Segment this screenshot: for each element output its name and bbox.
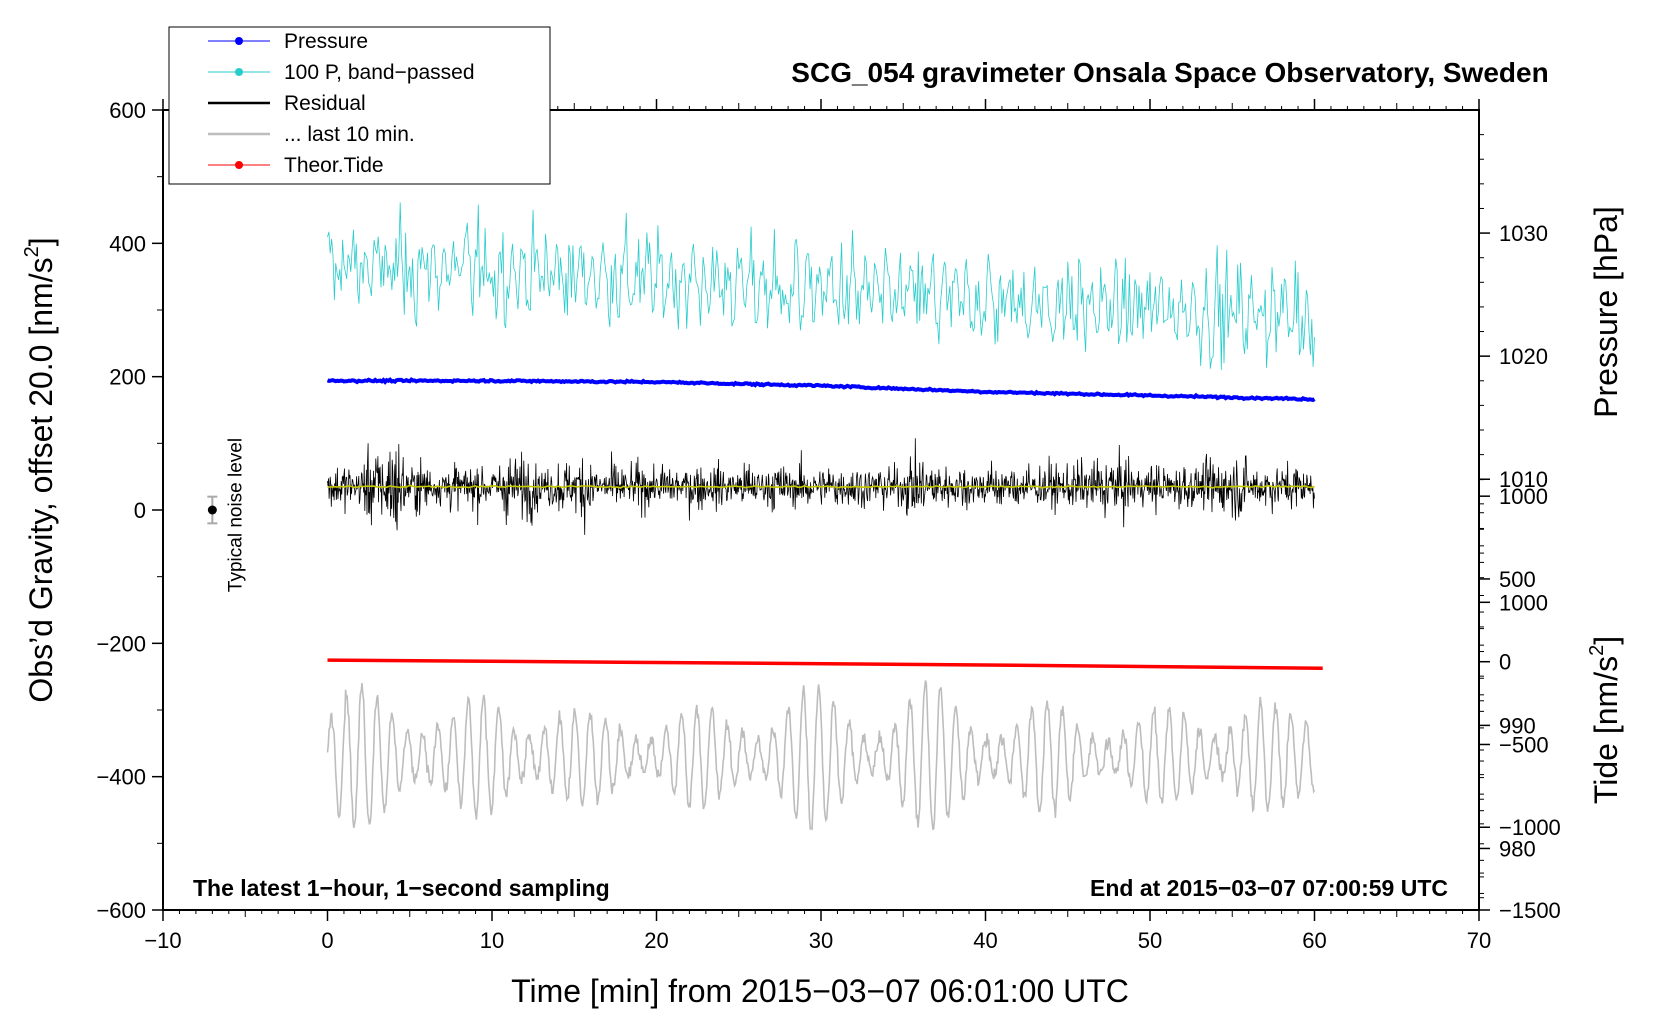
y-tick-label: 600	[109, 98, 146, 123]
legend-entry-pressure: Pressure	[208, 30, 368, 53]
y-tick-label: −200	[96, 631, 146, 656]
x-tick-label: 20	[644, 928, 668, 953]
tide-tick-label: 1000	[1499, 484, 1548, 509]
x-tick-label: 70	[1467, 928, 1491, 953]
svg-text:... last 10 min.: ... last 10 min.	[284, 123, 415, 146]
legend: Pressure 100 P, band−passed Residual ...…	[168, 26, 551, 185]
noise-point	[207, 505, 217, 515]
svg-text:Pressure: Pressure	[284, 30, 368, 53]
x-tick-label: 60	[1302, 928, 1326, 953]
legend-entry-last-10-min: ... last 10 min.	[208, 123, 415, 146]
y-tick-label: 200	[109, 365, 146, 390]
noise-level-label: Typical noise level	[225, 438, 246, 592]
series-pressure	[326, 377, 1316, 403]
tide-tick-label: −1000	[1499, 815, 1561, 840]
x-tick-label: 10	[480, 928, 504, 953]
y-tick-label: 0	[134, 498, 146, 523]
tide-tick-label: −500	[1499, 732, 1549, 757]
legend-entry-theor-tide: Theor.Tide	[208, 154, 384, 177]
y-tick-label: −400	[96, 765, 146, 790]
sampling-note: The latest 1−hour, 1−second sampling	[193, 875, 610, 901]
noise-level-marker: Typical noise level	[207, 438, 246, 592]
pressure-tick-label: 1010	[1499, 467, 1548, 492]
svg-text:Theor.Tide: Theor.Tide	[284, 154, 384, 177]
tide-tick-label: 0	[1499, 650, 1511, 675]
end-time-note: End at 2015−03−07 07:00:59 UTC	[1090, 875, 1448, 901]
chart-title: SCG_054 gravimeter Onsala Space Observat…	[791, 57, 1548, 88]
series-smoothed-residual	[327, 484, 1315, 489]
series-band-passed-pressure	[327, 202, 1315, 370]
y-tick-label: 400	[109, 231, 146, 256]
x-tick-label: 30	[809, 928, 833, 953]
pressure-tick-label: 1030	[1499, 221, 1548, 246]
series-residual	[327, 438, 1315, 535]
x-axis-ticks: −10 0 10 20 30 40 50 60 70	[144, 99, 1491, 953]
series-theor-tide	[327, 658, 1323, 671]
y-tick-label: −600	[96, 898, 146, 923]
x-tick-label: 50	[1138, 928, 1162, 953]
x-axis-title: Time [min] from 2015−03−07 06:01:00 UTC	[511, 973, 1129, 1009]
pressure-axis-title: Pressure [hPa]	[1588, 206, 1624, 418]
data-traces	[326, 202, 1323, 831]
svg-text:100 P, band−passed: 100 P, band−passed	[284, 61, 475, 84]
legend-marker-band-passed	[235, 68, 243, 76]
tide-tick-label: 500	[1499, 567, 1536, 592]
pressure-tick-label: 1000	[1499, 590, 1548, 615]
tide-axis-title-superscript: 2	[1586, 645, 1608, 656]
pressure-tick-label: 990	[1499, 713, 1536, 738]
tide-tick-label: −1500	[1499, 898, 1561, 923]
y-axis-ticks: −600 −400 −200 0 200 400 600	[96, 98, 163, 923]
x-tick-label: −10	[144, 928, 181, 953]
legend-marker-pressure	[235, 37, 243, 45]
x-tick-label: 0	[321, 928, 333, 953]
tide-axis-title: Tide [nm/s2]	[1586, 636, 1624, 804]
legend-box	[168, 26, 551, 185]
y-axis-title-superscript: 2	[21, 246, 43, 257]
legend-entry-band-passed: 100 P, band−passed	[208, 61, 475, 84]
pressure-tick-label: 1020	[1499, 344, 1548, 369]
x-tick-label: 40	[973, 928, 997, 953]
svg-text:Residual: Residual	[284, 92, 366, 115]
legend-entry-residual: Residual	[208, 92, 366, 115]
pressure-tick-label: 980	[1499, 836, 1536, 861]
series-last-10-min	[326, 680, 1316, 831]
legend-marker-theor-tide	[235, 161, 243, 169]
y-axis-title: Obs’d Gravity, offset 20.0 [nm/s2]	[21, 237, 59, 702]
